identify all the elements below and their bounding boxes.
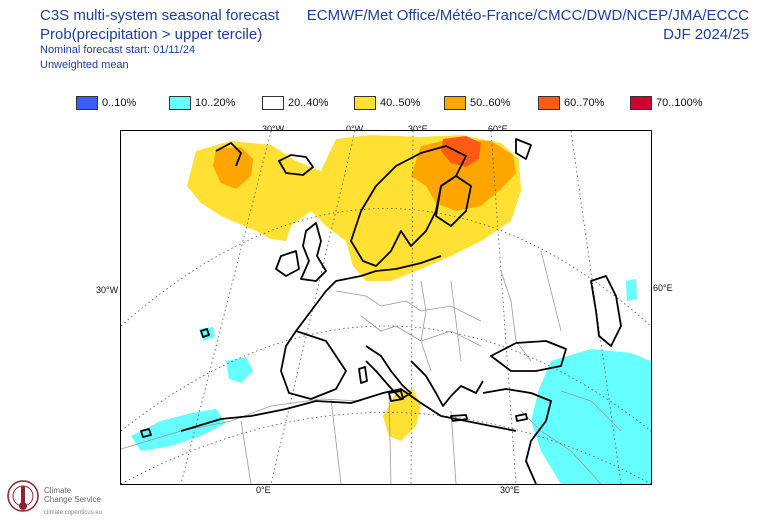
coastline-iceland	[278, 154, 314, 176]
shade-50-60-atlantic	[213, 147, 253, 189]
coastline-caspian	[590, 275, 622, 347]
legend-swatch	[630, 96, 652, 110]
legend-label: 60..70%	[564, 97, 605, 109]
forecast-map	[120, 130, 652, 485]
border-line	[560, 390, 622, 432]
coastlines	[140, 138, 622, 484]
lon-label-left-30w: 30°W	[96, 285, 119, 295]
border-line	[240, 420, 252, 484]
forecast-start: Nominal forecast start: 01/11/24	[40, 44, 196, 56]
graticule-line	[121, 412, 651, 484]
shade-60-70-karelia	[441, 136, 481, 167]
legend-swatch	[538, 96, 560, 110]
coastline-cyprus	[515, 413, 528, 422]
legend-swatch	[169, 96, 191, 110]
mean-type: Unweighted mean	[40, 59, 129, 71]
logo-url: climate.copernicus.eu	[44, 510, 103, 516]
border-line	[360, 315, 482, 347]
coastline-greenland	[215, 142, 242, 167]
lon-label-bottom-30e: 30°E	[500, 485, 520, 495]
border-line	[500, 270, 532, 362]
provider-block: ECMWF/Met Office/Météo-France/CMCC/DWD/N…	[307, 6, 749, 44]
border-line	[420, 280, 432, 372]
legend-label: 70..100%	[656, 97, 703, 109]
graticule-line	[490, 131, 517, 484]
coastline-europe-north	[295, 255, 442, 332]
lon-label-bottom-0e: 0°E	[256, 485, 271, 495]
legend-swatch	[444, 96, 466, 110]
graticule-line	[410, 131, 414, 484]
border-line	[330, 398, 342, 484]
logo-name-line1: Climate	[44, 486, 72, 495]
map-title: C3S multi-system seasonal forecast	[40, 7, 280, 24]
copernicus-logo-icon	[7, 480, 39, 512]
logo-text: Climate Change Service	[44, 486, 101, 504]
coastline-black-sea	[490, 340, 567, 372]
coastline-north-africa	[180, 388, 517, 432]
border-line	[450, 280, 462, 362]
shade-10-20-caspian	[626, 279, 637, 301]
coastline-novaya-zemlya	[515, 138, 532, 160]
legend-label: 40..50%	[380, 97, 421, 109]
legend-swatch	[354, 96, 376, 110]
coastline-sardinia	[358, 366, 368, 384]
lon-label-top-60e: 60°E	[488, 124, 508, 134]
legend-label: 10..20%	[195, 97, 236, 109]
probability-shading	[131, 135, 651, 484]
coastline-turkey	[482, 388, 552, 484]
border-line	[540, 250, 562, 332]
coastline-finland	[435, 175, 472, 227]
border-line	[388, 392, 392, 484]
lon-label-top-30e: 30°E	[408, 124, 428, 134]
shade-10-20-middle-east	[531, 349, 651, 484]
lon-label-top-0w: 0°W	[346, 124, 364, 134]
copernicus-logo: Climate Change Service climate.copernicu…	[6, 478, 166, 518]
shade-10-20-atlantic-south	[131, 409, 226, 451]
centres-list: ECMWF/Met Office/Météo-France/CMCC/DWD/N…	[306, 7, 749, 24]
coastline-crete	[450, 414, 468, 422]
border-line	[450, 410, 457, 484]
border-line	[520, 410, 602, 484]
legend-label: 50..60%	[470, 97, 511, 109]
lon-label-top-30w: 30°W	[262, 124, 285, 134]
season-label: DJF 2024/25	[663, 26, 749, 43]
country-borders	[121, 250, 622, 484]
legend-swatch	[262, 96, 284, 110]
border-line	[121, 398, 362, 450]
legend-label: 20..40%	[288, 97, 329, 109]
title-block: C3S multi-system seasonal forecast Prob(…	[40, 6, 279, 72]
shade-50-60-scandinavia	[411, 139, 516, 211]
lon-label-right-60e: 60°E	[653, 283, 673, 293]
graticule-line	[121, 325, 651, 432]
border-line	[335, 290, 482, 322]
coastline-italy	[365, 345, 412, 400]
coastline-balkans	[410, 360, 484, 407]
graticule-line	[570, 131, 622, 484]
coastline-canaries	[140, 428, 152, 438]
coastline-iberia	[280, 330, 347, 400]
logo-name-line2: Change Service	[44, 495, 101, 504]
legend-swatch	[76, 96, 98, 110]
coastline-sicily	[388, 390, 404, 402]
shade-10-20-iberia-west	[226, 357, 253, 383]
legend-label: 0..10%	[102, 97, 137, 109]
map-subtitle: Prob(precipitation > upper tercile)	[40, 26, 263, 43]
coastline-ireland	[275, 250, 300, 277]
map-canvas	[121, 131, 651, 484]
coastline-britain	[300, 222, 327, 282]
coastline-azores	[200, 328, 210, 338]
